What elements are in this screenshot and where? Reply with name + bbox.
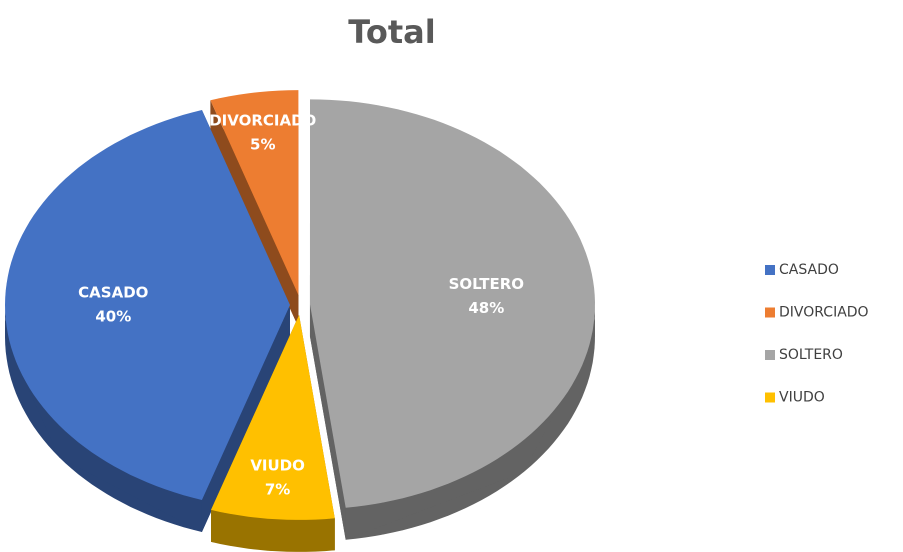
slice-cut [210, 100, 299, 328]
data-label-value: 40% [95, 308, 131, 326]
slice [211, 314, 335, 520]
slice [309, 99, 595, 508]
data-label-name: DIVORCIADO [209, 112, 316, 130]
slice [210, 90, 299, 296]
slice-side [5, 305, 202, 532]
legend-label: DIVORCIADO [779, 305, 869, 321]
slice-side [211, 509, 335, 551]
slice [5, 110, 290, 500]
labels: CASADO 40% DIVORCIADO 5% SOLTERO 48% VIUDO 7% [78, 112, 524, 499]
legend-label: CASADO [779, 262, 839, 278]
data-label-name: SOLTERO [449, 275, 524, 293]
data-label-name: VIUDO [250, 457, 305, 475]
slice-side [345, 304, 595, 540]
legend-swatch [765, 307, 775, 318]
legend-label: SOLTERO [779, 347, 843, 363]
legend-swatch [765, 265, 775, 275]
legend-swatch [765, 350, 775, 360]
legend-label: VIUDO [779, 390, 825, 406]
data-label-value: 48% [468, 299, 504, 317]
slice-cut [201, 305, 290, 532]
tops [5, 90, 595, 520]
data-label-value: 5% [250, 136, 275, 154]
data-label-value: 7% [265, 481, 290, 499]
chart-title: Total [348, 13, 435, 51]
legend-swatch [765, 392, 775, 403]
data-label-name: CASADO [78, 284, 148, 302]
slice-cut [309, 304, 346, 540]
